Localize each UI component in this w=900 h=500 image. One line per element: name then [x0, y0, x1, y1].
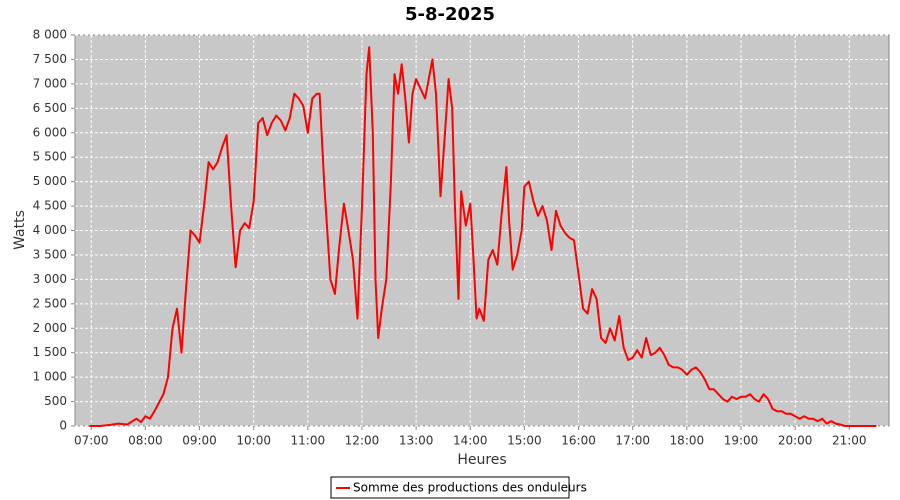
x-tick-label: 21:00	[832, 434, 867, 448]
x-tick-label: 15:00	[507, 434, 542, 448]
x-tick-label: 13:00	[399, 434, 434, 448]
y-tick-label: 4 500	[33, 199, 67, 213]
y-tick-label: 1 500	[33, 345, 67, 359]
y-tick-label: 4 000	[33, 223, 67, 237]
x-tick-label: 09:00	[182, 434, 217, 448]
x-tick-label: 08:00	[128, 434, 163, 448]
x-tick-label: 07:00	[74, 434, 109, 448]
x-tick-label: 20:00	[778, 434, 813, 448]
y-tick-label: 5 500	[33, 150, 67, 164]
series-line	[89, 46, 877, 427]
x-tick-label: 11:00	[291, 434, 326, 448]
y-tick-label: 500	[44, 394, 67, 408]
y-tick-label: 5 000	[33, 174, 67, 188]
y-tick-label: 2 000	[33, 321, 67, 335]
y-tick-label: 8 000	[33, 28, 67, 42]
y-tick-label: 7 000	[33, 76, 67, 90]
y-tick-label: 6 500	[33, 101, 67, 115]
x-tick-label: 12:00	[345, 434, 380, 448]
y-axis-label: Watts	[12, 210, 28, 250]
chart-title: 5-8-2025	[405, 4, 495, 25]
y-tick-label: 7 500	[33, 52, 67, 66]
x-tick-label: 14:00	[453, 434, 488, 448]
x-axis-label: Heures	[457, 452, 506, 468]
x-tick-label: 17:00	[615, 434, 650, 448]
legend-box	[330, 476, 570, 499]
legend-label: Somme des productions des onduleurs	[353, 481, 587, 495]
y-tick-label: 2 500	[33, 296, 67, 310]
x-tick-label: 16:00	[561, 434, 596, 448]
x-tick-label: 19:00	[724, 434, 759, 448]
y-tick-label: 1 000	[33, 370, 67, 384]
y-tick-label: 0	[59, 419, 67, 433]
y-tick-label: 3 500	[33, 247, 67, 261]
x-tick-label: 10:00	[236, 434, 271, 448]
y-tick-label: 3 000	[33, 272, 67, 286]
x-tick-label: 18:00	[670, 434, 705, 448]
y-tick-label: 6 000	[33, 125, 67, 139]
